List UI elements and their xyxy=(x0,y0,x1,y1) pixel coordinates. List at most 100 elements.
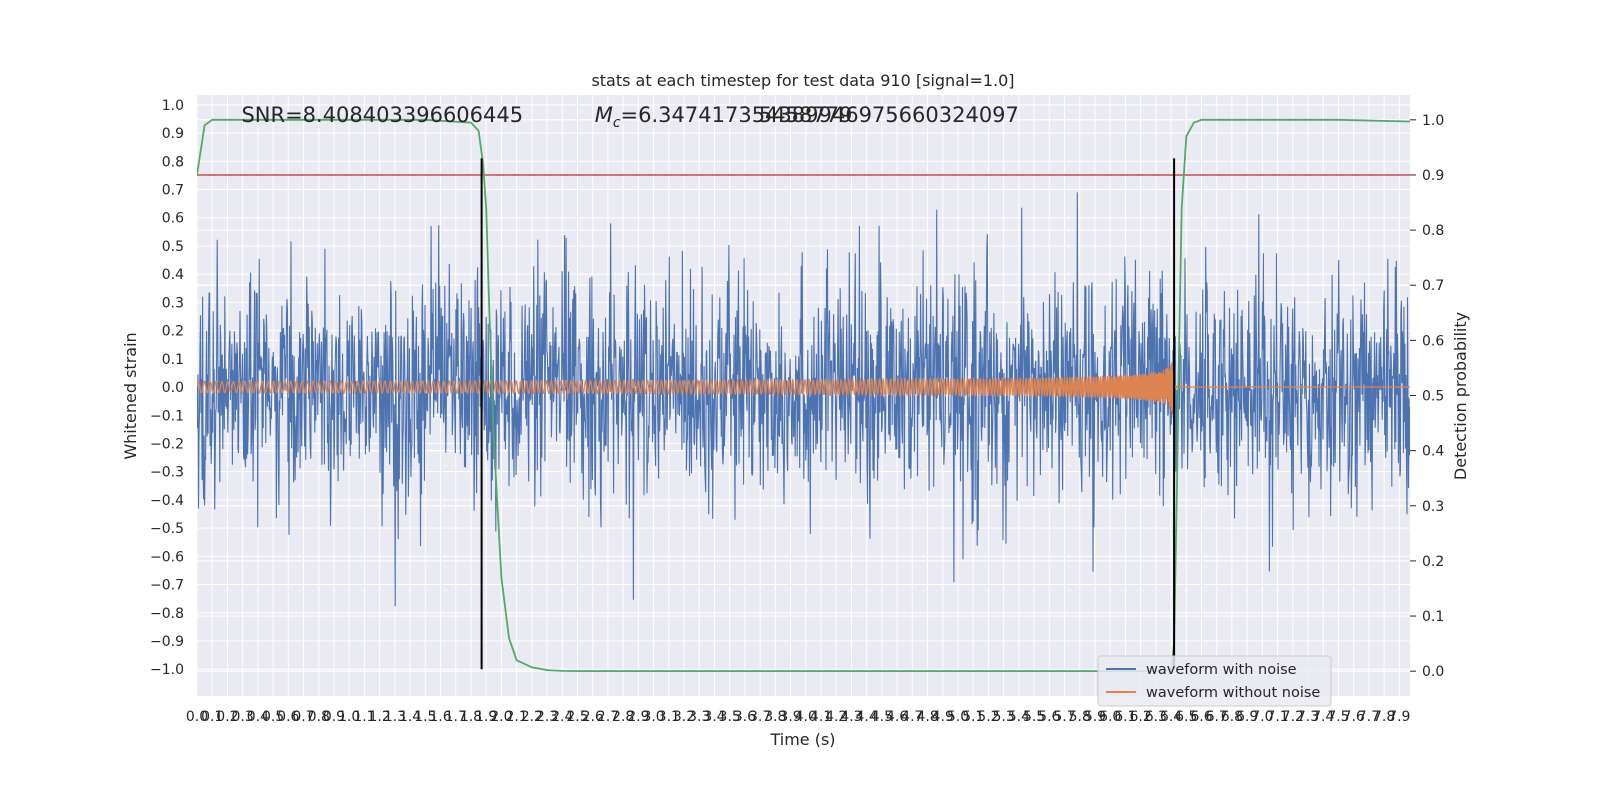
x-tick-label: 2.7 xyxy=(597,709,619,725)
x-tick-label: 6.4 xyxy=(1160,709,1182,725)
y-tick-label: 0.6 xyxy=(162,211,184,227)
y2-axis-label: Detection probability xyxy=(1451,312,1470,480)
x-tick-label: 4.4 xyxy=(856,709,878,725)
y2-tick-label: 0.0 xyxy=(1422,664,1444,680)
x-tick-label: 6.2 xyxy=(1129,709,1151,725)
legend-label-noise: waveform with noise xyxy=(1146,662,1297,678)
x-tick-label: 0.3 xyxy=(232,709,254,725)
x-tick-label: 1.5 xyxy=(414,709,436,725)
x-tick-label: 5.4 xyxy=(1008,709,1030,725)
x-tick-label: 1.9 xyxy=(475,709,497,725)
x-tick-label: 3.2 xyxy=(673,709,695,725)
x-tick-label: 5.1 xyxy=(962,709,984,725)
y-tick-label: 0.9 xyxy=(162,126,184,142)
legend: waveform with noise waveform without noi… xyxy=(1097,655,1332,707)
y2-tick-label: 1.0 xyxy=(1422,113,1444,129)
x-tick-label: 1.6 xyxy=(429,709,451,725)
x-tick-label: 5.9 xyxy=(1084,709,1106,725)
x-tick-label: 0.9 xyxy=(323,709,345,725)
x-tick-label: 7.6 xyxy=(1343,709,1365,725)
x-tick-label: 2.9 xyxy=(627,709,649,725)
series-detection-probability xyxy=(197,118,1410,672)
x-tick-label: 5.0 xyxy=(947,709,969,725)
y-tick-label: −0.2 xyxy=(150,436,184,452)
x-tick-label: 0.5 xyxy=(262,709,284,725)
x-tick-label: 1.3 xyxy=(384,709,406,725)
x-tick-label: 4.2 xyxy=(825,709,847,725)
x-axis-label: Time (s) xyxy=(769,730,835,749)
y-tick-label: 0.4 xyxy=(162,267,184,283)
x-tick-label: 5.2 xyxy=(977,709,999,725)
y-tick-label: 0.8 xyxy=(162,154,184,170)
y-axis-label: Whitened strain xyxy=(121,332,140,459)
x-tick-label: 4.8 xyxy=(916,709,938,725)
y-tick-label: 0.5 xyxy=(162,239,184,255)
ticks-layer: 0.00.10.20.30.40.50.60.70.80.91.01.11.21… xyxy=(150,98,1444,725)
x-tick-label: 2.6 xyxy=(582,709,604,725)
x-tick-label: 3.0 xyxy=(642,709,664,725)
x-tick-label: 7.8 xyxy=(1373,709,1395,725)
x-tick-label: 4.1 xyxy=(810,709,832,725)
y-tick-label: −0.3 xyxy=(150,465,184,481)
x-tick-label: 1.4 xyxy=(399,709,421,725)
y-tick-label: 0.0 xyxy=(162,380,184,396)
x-tick-label: 7.0 xyxy=(1251,709,1273,725)
x-tick-label: 2.0 xyxy=(490,709,512,725)
x-tick-label: 7.4 xyxy=(1312,709,1334,725)
x-tick-label: 6.0 xyxy=(1099,709,1121,725)
x-tick-label: 4.3 xyxy=(840,709,862,725)
x-tick-label: 3.8 xyxy=(764,709,786,725)
x-tick-label: 3.3 xyxy=(688,709,710,725)
x-tick-label: 5.5 xyxy=(1023,709,1045,725)
x-tick-label: 2.5 xyxy=(566,709,588,725)
x-tick-label: 0.0 xyxy=(186,709,208,725)
x-tick-label: 3.9 xyxy=(779,709,801,725)
x-tick-label: 6.6 xyxy=(1190,709,1212,725)
y-tick-label: 0.3 xyxy=(162,295,184,311)
x-tick-label: 6.8 xyxy=(1221,709,1243,725)
x-tick-label: 7.2 xyxy=(1282,709,1304,725)
x-tick-label: 3.5 xyxy=(719,709,741,725)
x-tick-label: 5.3 xyxy=(993,709,1015,725)
y-tick-label: 0.1 xyxy=(162,352,184,368)
x-tick-label: 7.3 xyxy=(1297,709,1319,725)
x-tick-label: 6.7 xyxy=(1206,709,1228,725)
x-tick-label: 1.7 xyxy=(445,709,467,725)
x-tick-label: 7.7 xyxy=(1358,709,1380,725)
x-tick-label: 5.6 xyxy=(1038,709,1060,725)
series-waveform-with-noise xyxy=(197,192,1410,607)
y-tick-label: 1.0 xyxy=(162,98,184,114)
y-tick-label: 0.7 xyxy=(162,183,184,199)
x-tick-label: 0.7 xyxy=(292,709,314,725)
x-tick-label: 2.4 xyxy=(551,709,573,725)
y-tick-label: −0.5 xyxy=(150,521,184,537)
x-tick-label: 1.8 xyxy=(460,709,482,725)
x-tick-label: 1.1 xyxy=(353,709,375,725)
x-tick-label: 2.8 xyxy=(612,709,634,725)
x-tick-label: 4.7 xyxy=(901,709,923,725)
y2-tick-label: 0.6 xyxy=(1422,333,1444,349)
x-tick-label: 4.9 xyxy=(932,709,954,725)
x-tick-label: 2.2 xyxy=(521,709,543,725)
y2-tick-label: 0.2 xyxy=(1422,554,1444,570)
x-tick-label: 0.1 xyxy=(201,709,223,725)
x-tick-label: 7.5 xyxy=(1327,709,1349,725)
x-tick-label: 6.5 xyxy=(1175,709,1197,725)
x-tick-label: 2.1 xyxy=(505,709,527,725)
y-tick-label: 0.2 xyxy=(162,324,184,340)
x-tick-label: 0.4 xyxy=(247,709,269,725)
x-tick-label: 0.2 xyxy=(216,709,238,725)
x-tick-label: 0.8 xyxy=(308,709,330,725)
y2-tick-label: 0.3 xyxy=(1422,499,1444,515)
y-tick-label: −0.6 xyxy=(150,549,184,565)
x-tick-label: 3.6 xyxy=(734,709,756,725)
x-tick-label: 5.7 xyxy=(1053,709,1075,725)
x-tick-label: 4.6 xyxy=(886,709,908,725)
x-tick-label: 5.8 xyxy=(1069,709,1091,725)
y2-tick-label: 0.8 xyxy=(1422,223,1444,239)
y-tick-label: −1.0 xyxy=(150,662,184,678)
chart-title: stats at each timestep for test data 910… xyxy=(591,71,1014,90)
x-tick-label: 6.9 xyxy=(1236,709,1258,725)
y-tick-label: −0.9 xyxy=(150,634,184,650)
